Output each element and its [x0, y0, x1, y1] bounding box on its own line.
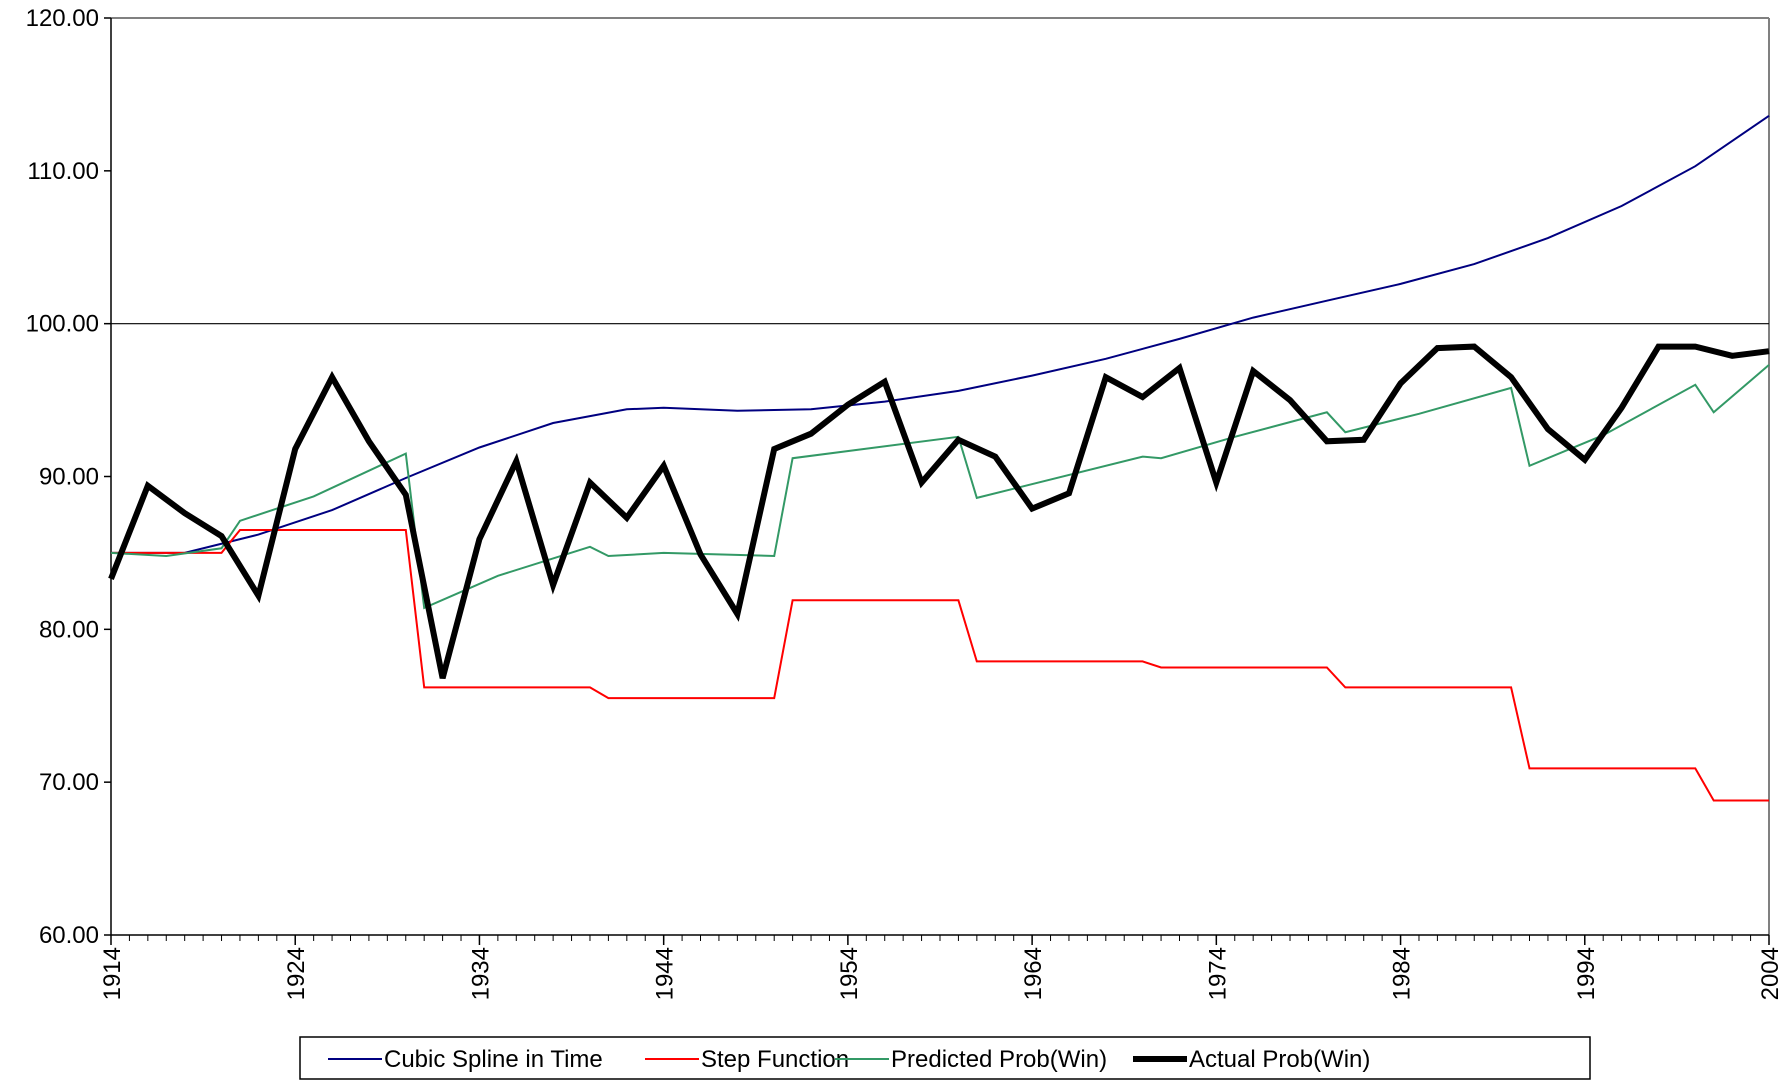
y-tick-label: 90.00	[39, 464, 99, 491]
x-tick-label: 1974	[1204, 947, 1231, 1000]
legend-box	[299, 1036, 1591, 1080]
series-line	[110, 364, 1770, 610]
legend-label: Cubic Spline in Time	[384, 1046, 603, 1073]
series-line	[108, 343, 1770, 679]
y-tick-label: 120.00	[26, 5, 99, 32]
y-tick-label: 110.00	[27, 158, 99, 185]
x-tick-label: 1994	[1573, 947, 1600, 1000]
x-tick-label: 1934	[467, 947, 494, 1000]
y-tick-label: 70.00	[39, 769, 99, 796]
x-tick-label: 2004	[1757, 947, 1784, 1000]
series-line	[111, 529, 1769, 802]
legend-label: Step Function	[701, 1046, 849, 1073]
x-tick-label: 1914	[99, 947, 126, 1000]
x-tick-label: 1954	[836, 947, 863, 1000]
x-tick-label: 1944	[652, 947, 679, 1000]
legend-label: Predicted Prob(Win)	[891, 1046, 1107, 1073]
y-tick-label: 100.00	[26, 311, 99, 338]
series-line	[111, 114, 1770, 554]
x-tick-label: 1964	[1020, 947, 1047, 1000]
legend-label: Actual Prob(Win)	[1189, 1046, 1370, 1073]
y-tick-label: 80.00	[39, 616, 99, 643]
x-tick-label: 1924	[283, 947, 310, 1000]
y-tick-label: 60.00	[39, 922, 99, 949]
x-tick-label: 1984	[1389, 947, 1416, 1000]
